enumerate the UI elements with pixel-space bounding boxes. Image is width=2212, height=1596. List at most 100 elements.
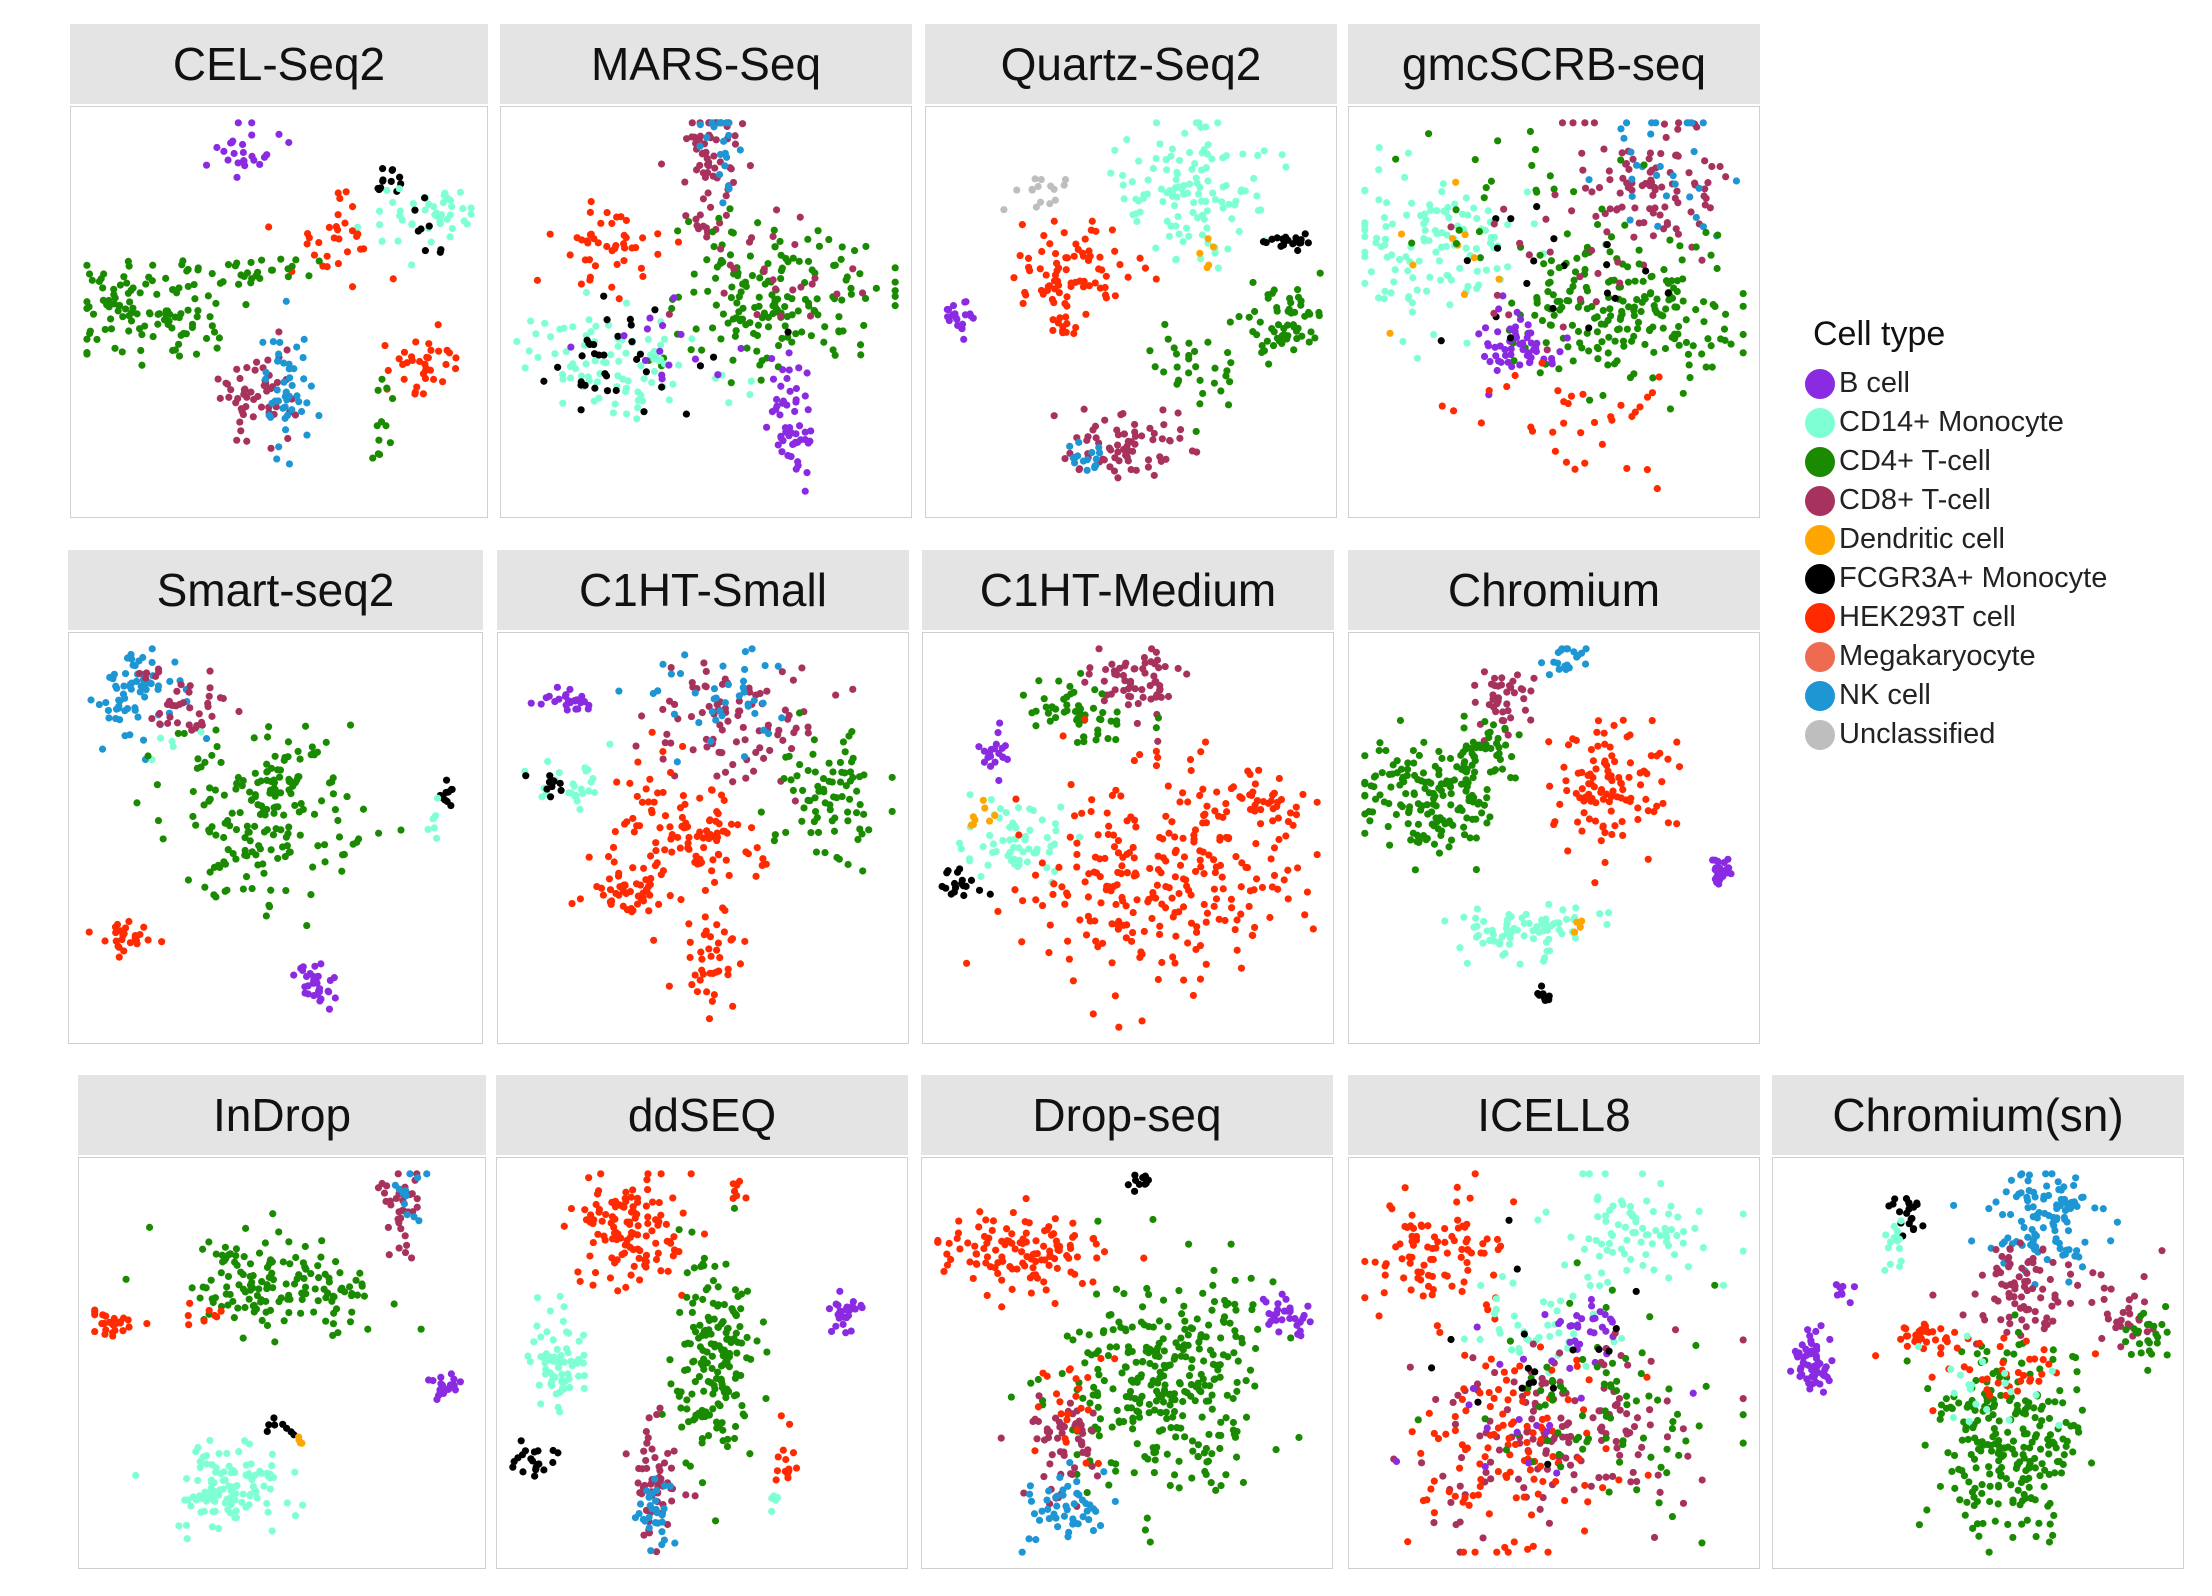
cell-point <box>294 773 302 781</box>
cell-point <box>291 779 299 787</box>
cell-point <box>725 131 733 140</box>
cell-point <box>1484 340 1492 348</box>
cell-point <box>792 330 800 338</box>
cell-point <box>803 369 811 377</box>
cell-point <box>762 1394 770 1403</box>
cell-point <box>687 1170 695 1178</box>
cell-point <box>578 236 586 244</box>
cell-point <box>288 381 296 390</box>
cell-point <box>731 1422 740 1431</box>
cell-point <box>782 753 790 761</box>
cell-point <box>146 679 154 687</box>
cell-point <box>1675 763 1684 771</box>
cell-point <box>1183 882 1191 890</box>
cell-point <box>1237 964 1246 972</box>
cell-point <box>1125 692 1133 700</box>
cell-point <box>1611 294 1619 302</box>
cell-point <box>1202 164 1210 172</box>
cell-point <box>1630 233 1638 241</box>
cell-point <box>614 372 622 380</box>
cell-point <box>180 729 188 738</box>
cell-point <box>668 848 676 856</box>
cell-point <box>185 721 193 729</box>
cell-point <box>276 766 285 774</box>
cell-point <box>611 1259 619 1267</box>
cell-point <box>1018 221 1026 229</box>
cell-point <box>713 946 721 954</box>
cell-point <box>1205 261 1213 269</box>
cell-point <box>1447 801 1455 809</box>
cell-point <box>1608 752 1616 760</box>
cell-point <box>1175 230 1183 238</box>
cell-point <box>801 487 809 495</box>
cell-point <box>243 437 251 445</box>
cell-point <box>1615 325 1623 333</box>
cell-point <box>1579 390 1587 398</box>
cell-point <box>569 323 577 331</box>
cell-point <box>223 1449 231 1458</box>
cell-point <box>969 314 977 322</box>
cell-point <box>1421 784 1429 793</box>
cell-point <box>633 1231 642 1239</box>
cell-point <box>722 211 730 219</box>
cell-point <box>208 712 216 720</box>
cell-point <box>127 317 136 325</box>
cluster <box>1438 359 1663 493</box>
cell-point <box>1714 858 1722 866</box>
cell-point <box>1046 1252 1054 1261</box>
cell-point <box>200 1317 208 1325</box>
cell-point <box>1096 715 1104 723</box>
cell-point <box>1704 179 1712 187</box>
cell-point <box>413 383 421 391</box>
cell-point <box>710 243 718 251</box>
cell-point <box>1428 820 1436 828</box>
cell-point <box>1624 278 1633 286</box>
cell-point <box>838 296 846 304</box>
cell-point <box>1131 420 1139 429</box>
cell-point <box>317 1253 325 1261</box>
cell-point <box>585 377 593 385</box>
cell-point <box>705 702 713 711</box>
cell-point <box>1104 830 1112 839</box>
cell-point <box>1537 659 1546 667</box>
cell-point <box>1601 757 1609 765</box>
cell-point <box>1604 909 1613 917</box>
cell-point <box>1193 448 1201 456</box>
cell-point <box>653 1486 661 1494</box>
cell-point <box>1538 359 1546 367</box>
cell-point <box>411 206 419 214</box>
cell-point <box>831 351 839 359</box>
cell-point <box>657 1475 665 1483</box>
cell-point <box>85 303 93 311</box>
cell-point <box>378 375 386 383</box>
cell-point <box>1081 715 1089 723</box>
cell-point <box>192 1447 200 1456</box>
cell-point <box>1590 418 1599 427</box>
cell-point <box>548 782 556 791</box>
cell-point <box>752 748 760 757</box>
cell-point <box>798 328 806 336</box>
cell-point <box>761 661 769 670</box>
cell-point <box>546 793 555 801</box>
cell-point <box>735 697 743 705</box>
cell-point <box>1574 303 1582 311</box>
cell-point <box>186 1299 194 1307</box>
cell-point <box>1414 776 1422 784</box>
cell-point <box>1190 199 1198 207</box>
cell-point <box>787 453 795 461</box>
cell-point <box>562 1345 571 1353</box>
cell-point <box>1183 224 1191 232</box>
cell-point <box>284 273 292 281</box>
cell-point <box>1456 264 1464 272</box>
cell-point <box>1566 287 1574 295</box>
cell-point <box>1529 927 1537 935</box>
cell-point <box>785 366 793 374</box>
cell-point <box>727 293 735 302</box>
cell-point <box>650 798 658 806</box>
cell-point <box>451 365 460 373</box>
cell-point <box>1094 730 1102 738</box>
cell-point <box>1664 755 1672 763</box>
cell-point <box>1560 763 1568 771</box>
cell-point <box>1578 768 1586 777</box>
cell-point <box>677 1404 685 1412</box>
